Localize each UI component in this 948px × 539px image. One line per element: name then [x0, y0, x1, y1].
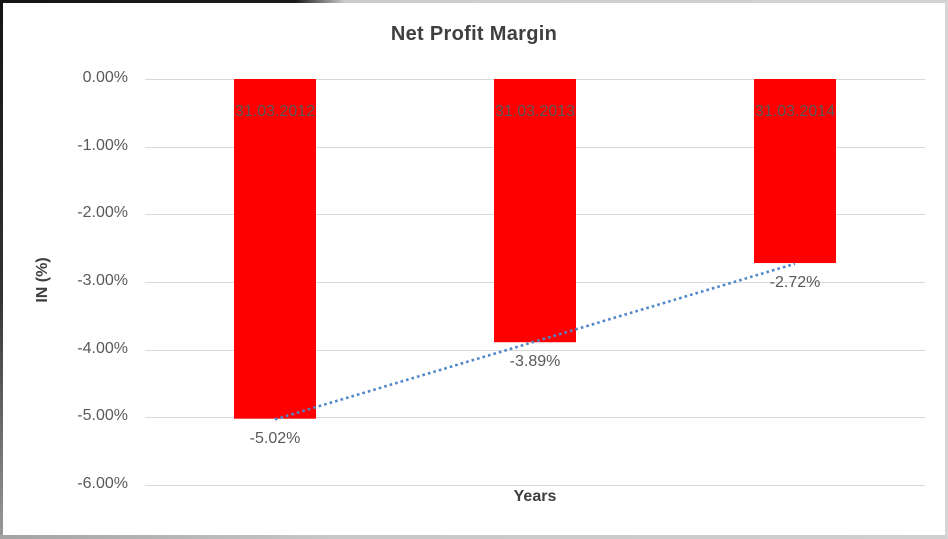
chart-title: Net Profit Margin	[390, 23, 558, 45]
y-tick-label: 0.00%	[82, 69, 128, 86]
data-label: -3.89%	[509, 353, 561, 371]
trendline	[274, 262, 796, 421]
data-label: -5.02%	[249, 429, 301, 447]
x-axis-title: Years	[513, 488, 557, 505]
y-tick-label: -4.00%	[77, 339, 128, 357]
data-label: -2.72%	[769, 274, 821, 292]
y-tick-label: -2.00%	[77, 204, 128, 222]
category-label: 31.03.2014	[754, 103, 836, 120]
frame-border-left	[0, 0, 3, 539]
category-label: 31.03.2013	[494, 103, 576, 120]
bar	[754, 79, 836, 264]
bar	[234, 79, 316, 419]
frame-border-bottom	[0, 535, 948, 539]
y-tick-label: -3.00%	[77, 272, 128, 289]
bar	[494, 79, 576, 343]
y-tick-label: -5.00%	[77, 407, 128, 425]
y-tick-label: -1.00%	[77, 136, 128, 154]
frame-border-right	[945, 0, 948, 539]
y-tick-label: -6.00%	[77, 475, 128, 492]
frame-border-top	[0, 0, 948, 3]
category-label: 31.03.2012	[234, 103, 316, 120]
